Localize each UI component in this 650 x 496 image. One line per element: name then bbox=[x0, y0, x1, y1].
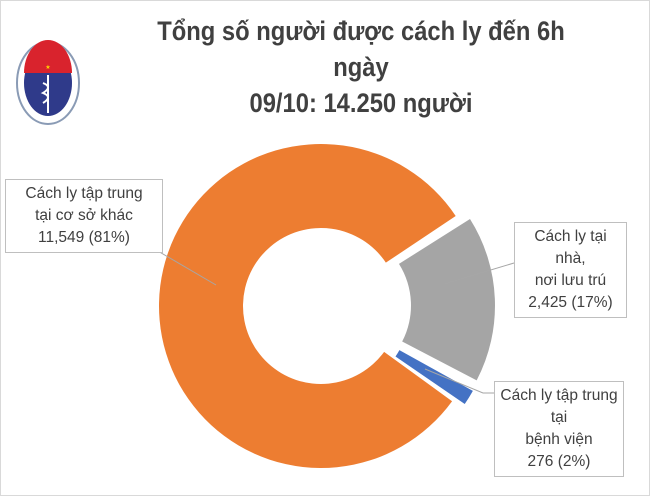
label-line: tại cơ sở khác bbox=[35, 207, 133, 224]
svg-text:★: ★ bbox=[45, 64, 50, 71]
title-line-2: 09/10: 14.250 người bbox=[249, 88, 473, 118]
ministry-logo: ★ bbox=[16, 40, 80, 125]
data-label-slice-1: Cách ly tại nhà, nơi lưu trú 2,425 (17%) bbox=[514, 222, 627, 318]
label-line: Cách ly tập trung tại bbox=[500, 387, 618, 426]
title-line-1: Tổng số người được cách ly đến 6h ngày bbox=[157, 16, 565, 82]
data-label-slice-0: Cách ly tập trung tại cơ sở khác 11,549 … bbox=[5, 179, 163, 253]
leader-line-slice-1 bbox=[443, 262, 515, 285]
label-line: nơi lưu trú bbox=[534, 272, 607, 289]
donut-slice-0 bbox=[159, 144, 456, 468]
label-value: 276 (2%) bbox=[527, 453, 591, 470]
data-label-slice-2: Cách ly tập trung tại bệnh viện 276 (2%) bbox=[494, 381, 624, 477]
label-value: 2,425 (17%) bbox=[528, 294, 613, 311]
donut-slice-2 bbox=[395, 350, 473, 405]
label-value: 11,549 (81%) bbox=[38, 229, 130, 246]
chart-title: Tổng số người được cách ly đến 6h ngày 0… bbox=[132, 13, 590, 121]
leader-line-slice-0 bbox=[150, 246, 217, 286]
label-line: Cách ly tại nhà, bbox=[534, 228, 607, 267]
label-line: bệnh viện bbox=[525, 431, 593, 448]
label-line: Cách ly tập trung bbox=[25, 185, 143, 202]
leader-line-slice-2 bbox=[424, 368, 495, 394]
donut-slice-1 bbox=[398, 219, 495, 381]
